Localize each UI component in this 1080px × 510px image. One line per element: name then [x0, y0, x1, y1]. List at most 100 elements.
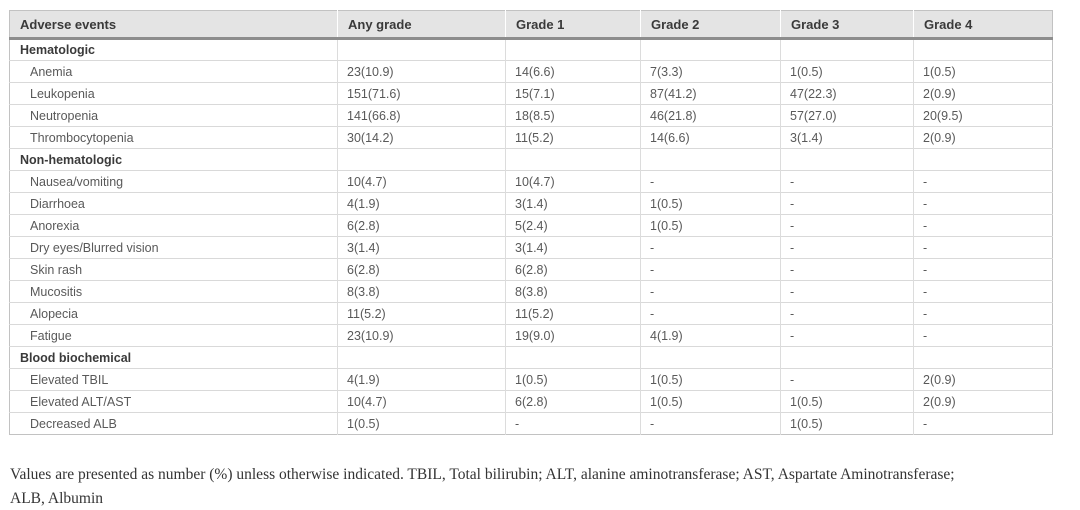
event-label: Thrombocytopenia	[9, 126, 338, 149]
value-cell: 14(6.6)	[640, 126, 781, 149]
empty-cell	[337, 38, 506, 61]
event-label: Diarrhoea	[9, 192, 338, 215]
value-cell: 6(2.8)	[337, 258, 506, 281]
value-cell: 4(1.9)	[640, 324, 781, 347]
value-cell: -	[780, 368, 914, 391]
value-cell: 10(4.7)	[337, 170, 506, 193]
value-cell: 6(2.8)	[337, 214, 506, 237]
value-cell: 57(27.0)	[780, 104, 914, 127]
table-row: Skin rash 6(2.8) 6(2.8) - - -	[9, 258, 1053, 281]
event-label: Anorexia	[9, 214, 338, 237]
value-cell: 11(5.2)	[505, 126, 641, 149]
value-cell: 1(0.5)	[640, 390, 781, 413]
table-header: Adverse events Any grade Grade 1 Grade 2…	[9, 10, 1053, 40]
value-cell: 10(4.7)	[505, 170, 641, 193]
value-cell: 14(6.6)	[505, 60, 641, 83]
table-row: Thrombocytopenia 30(14.2) 11(5.2) 14(6.6) 3(…	[9, 126, 1053, 149]
event-label: Elevated ALT/AST	[9, 390, 338, 413]
value-cell: -	[780, 236, 914, 259]
table-row: Fatigue 23(10.9) 19(9.0) 4(1.9) - -	[9, 324, 1053, 347]
table-row: Elevated ALT/AST 10(4.7) 6(2.8) 1(0.5) 1(0.5…	[9, 390, 1053, 413]
value-cell: -	[913, 302, 1053, 325]
value-cell: -	[640, 302, 781, 325]
value-cell: 10(4.7)	[337, 390, 506, 413]
header-row: Adverse events Any grade Grade 1 Grade 2…	[9, 10, 1053, 40]
table-row: Neutropenia 141(66.8) 18(8.5) 46(21.8) 57(27…	[9, 104, 1053, 127]
value-cell: -	[913, 170, 1053, 193]
section-row: Blood biochemical	[9, 346, 1053, 369]
value-cell: 4(1.9)	[337, 192, 506, 215]
section-title: Blood biochemical	[9, 346, 338, 369]
value-cell: -	[913, 412, 1053, 435]
value-cell: 6(2.8)	[505, 390, 641, 413]
footnote-line-1: Values are presented as number (%) unles…	[10, 466, 955, 483]
event-label: Mucositis	[9, 280, 338, 303]
value-cell: 23(10.9)	[337, 60, 506, 83]
table-row: Nausea/vomiting 10(4.7) 10(4.7) - - -	[9, 170, 1053, 193]
empty-cell	[780, 38, 914, 61]
section-title: Non-hematologic	[9, 148, 338, 171]
value-cell: 1(0.5)	[780, 412, 914, 435]
value-cell: -	[780, 258, 914, 281]
event-label: Elevated TBIL	[9, 368, 338, 391]
value-cell: -	[913, 324, 1053, 347]
value-cell: -	[640, 258, 781, 281]
event-label: Leukopenia	[9, 82, 338, 105]
value-cell: 141(66.8)	[337, 104, 506, 127]
value-cell: 6(2.8)	[505, 258, 641, 281]
value-cell: -	[913, 236, 1053, 259]
section-row: Non-hematologic	[9, 148, 1053, 171]
empty-cell	[640, 38, 781, 61]
value-cell: -	[505, 412, 641, 435]
value-cell: -	[780, 280, 914, 303]
value-cell: 23(10.9)	[337, 324, 506, 347]
column-header-grade-1: Grade 1	[505, 10, 641, 40]
value-cell: 20(9.5)	[913, 104, 1053, 127]
value-cell: 8(3.8)	[337, 280, 506, 303]
value-cell: 47(22.3)	[780, 82, 914, 105]
value-cell: 1(0.5)	[780, 60, 914, 83]
value-cell: -	[913, 280, 1053, 303]
value-cell: 1(0.5)	[780, 390, 914, 413]
column-header-any-grade: Any grade	[337, 10, 506, 40]
event-label: Nausea/vomiting	[9, 170, 338, 193]
footnote-line-2: ALB, Albumin	[10, 490, 104, 507]
empty-cell	[640, 346, 781, 369]
value-cell: 3(1.4)	[780, 126, 914, 149]
event-label: Dry eyes/Blurred vision	[9, 236, 338, 259]
table-footnote: Values are presented as number (%) unles…	[10, 463, 1072, 510]
table-row: Decreased ALB 1(0.5) - -1(0.5) -	[9, 412, 1053, 435]
value-cell: 2(0.9)	[913, 390, 1053, 413]
table-row: Anemia 23(10.9) 14(6.6) 7(3.3) 1(0.5) 1(0.5)	[9, 60, 1053, 83]
value-cell: 8(3.8)	[505, 280, 641, 303]
empty-cell	[780, 346, 914, 369]
section-row: Hematologic	[9, 38, 1053, 61]
table-row: Alopecia 11(5.2) 11(5.2) - - -	[9, 302, 1053, 325]
empty-cell	[780, 148, 914, 171]
section-title: Hematologic	[9, 38, 338, 61]
value-cell: 1(0.5)	[640, 192, 781, 215]
value-cell: 7(3.3)	[640, 60, 781, 83]
event-label: Skin rash	[9, 258, 338, 281]
column-header-grade-4: Grade 4	[913, 10, 1053, 40]
value-cell: 2(0.9)	[913, 82, 1053, 105]
value-cell: 151(71.6)	[337, 82, 506, 105]
adverse-events-table: Adverse events Any grade Grade 1 Grade 2…	[9, 10, 1053, 435]
column-header-grade-2: Grade 2	[640, 10, 781, 40]
value-cell: -	[780, 170, 914, 193]
table-row: Elevated TBIL 4(1.9) 1(0.5) 1(0.5) -2(0.9)	[9, 368, 1053, 391]
value-cell: 1(0.5)	[505, 368, 641, 391]
value-cell: -	[640, 236, 781, 259]
empty-cell	[913, 346, 1053, 369]
value-cell: -	[913, 214, 1053, 237]
value-cell: 3(1.4)	[337, 236, 506, 259]
column-header-grade-3: Grade 3	[780, 10, 914, 40]
event-label: Decreased ALB	[9, 412, 338, 435]
value-cell: 3(1.4)	[505, 236, 641, 259]
value-cell: 1(0.5)	[913, 60, 1053, 83]
empty-cell	[505, 148, 641, 171]
value-cell: 87(41.2)	[640, 82, 781, 105]
value-cell: -	[780, 192, 914, 215]
value-cell: 4(1.9)	[337, 368, 506, 391]
